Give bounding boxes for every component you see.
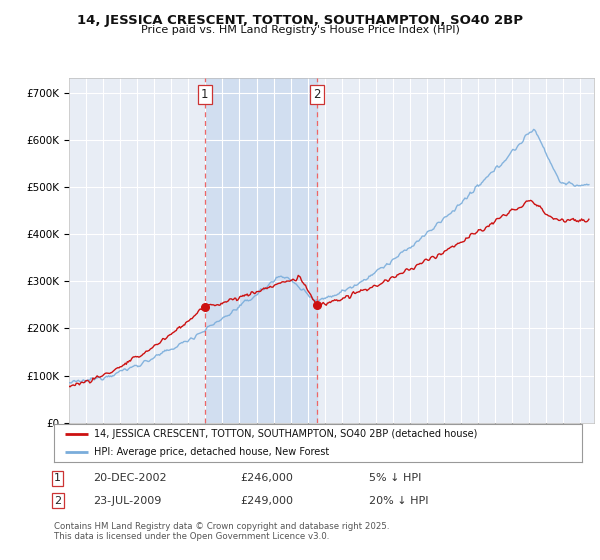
- Text: Contains HM Land Registry data © Crown copyright and database right 2025.
This d: Contains HM Land Registry data © Crown c…: [54, 522, 389, 542]
- Text: 2: 2: [313, 88, 321, 101]
- Text: 23-JUL-2009: 23-JUL-2009: [93, 496, 161, 506]
- Text: 14, JESSICA CRESCENT, TOTTON, SOUTHAMPTON, SO40 2BP (detached house): 14, JESSICA CRESCENT, TOTTON, SOUTHAMPTO…: [94, 429, 477, 439]
- Bar: [205, 78, 317, 423]
- Text: 1: 1: [201, 88, 209, 101]
- Text: 14, JESSICA CRESCENT, TOTTON, SOUTHAMPTON, SO40 2BP: 14, JESSICA CRESCENT, TOTTON, SOUTHAMPTO…: [77, 14, 523, 27]
- Text: 20% ↓ HPI: 20% ↓ HPI: [369, 496, 428, 506]
- Text: 5% ↓ HPI: 5% ↓ HPI: [369, 473, 421, 483]
- Text: 2: 2: [54, 496, 61, 506]
- Text: £249,000: £249,000: [240, 496, 293, 506]
- Text: £246,000: £246,000: [240, 473, 293, 483]
- Text: Price paid vs. HM Land Registry's House Price Index (HPI): Price paid vs. HM Land Registry's House …: [140, 25, 460, 35]
- Text: HPI: Average price, detached house, New Forest: HPI: Average price, detached house, New …: [94, 447, 329, 457]
- Text: 1: 1: [54, 473, 61, 483]
- Text: 20-DEC-2002: 20-DEC-2002: [93, 473, 167, 483]
